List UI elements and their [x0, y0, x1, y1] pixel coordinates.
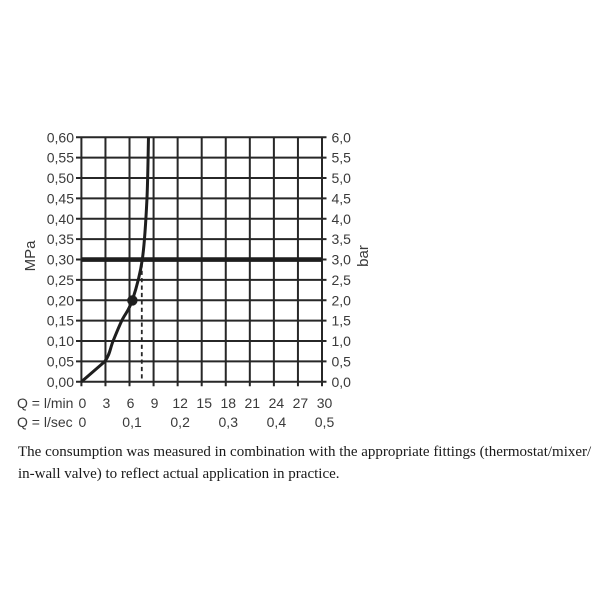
svg-text:15: 15 [196, 395, 212, 411]
svg-text:0,50: 0,50 [47, 170, 74, 186]
svg-text:0,20: 0,20 [47, 292, 74, 308]
svg-text:9: 9 [151, 395, 159, 411]
svg-text:6: 6 [127, 395, 135, 411]
svg-text:0,60: 0,60 [47, 129, 74, 145]
svg-text:0,25: 0,25 [47, 272, 74, 288]
svg-text:0,00: 0,00 [47, 374, 74, 390]
svg-text:24: 24 [269, 395, 285, 411]
svg-text:18: 18 [220, 395, 236, 411]
svg-text:0,30: 0,30 [47, 252, 74, 268]
svg-text:12: 12 [172, 395, 188, 411]
svg-text:0,0: 0,0 [332, 374, 352, 390]
svg-text:bar: bar [355, 245, 372, 267]
svg-text:MPa: MPa [22, 240, 39, 272]
svg-text:0,05: 0,05 [47, 354, 74, 370]
svg-text:5,0: 5,0 [332, 170, 352, 186]
svg-text:6,0: 6,0 [332, 129, 352, 145]
svg-text:0,10: 0,10 [47, 333, 74, 349]
svg-text:0,5: 0,5 [332, 354, 352, 370]
svg-text:Q = l/min: Q = l/min [17, 395, 73, 411]
svg-text:27: 27 [293, 395, 309, 411]
svg-text:4,5: 4,5 [332, 190, 352, 206]
svg-text:1,0: 1,0 [332, 333, 352, 349]
svg-text:0,15: 0,15 [47, 313, 74, 329]
svg-text:30: 30 [317, 395, 333, 411]
svg-text:Q = l/sec: Q = l/sec [17, 414, 73, 430]
svg-text:0,55: 0,55 [47, 150, 74, 166]
svg-text:0,1: 0,1 [122, 414, 142, 430]
svg-text:0,45: 0,45 [47, 190, 74, 206]
svg-text:0,40: 0,40 [47, 211, 74, 227]
svg-text:0,2: 0,2 [170, 414, 190, 430]
svg-text:0,3: 0,3 [219, 414, 239, 430]
svg-text:5,5: 5,5 [332, 150, 352, 166]
svg-text:0,35: 0,35 [47, 231, 74, 247]
svg-text:0: 0 [79, 414, 87, 430]
svg-text:2,0: 2,0 [332, 292, 352, 308]
svg-text:3: 3 [103, 395, 111, 411]
svg-text:0: 0 [79, 395, 87, 411]
svg-text:21: 21 [245, 395, 261, 411]
svg-text:0,5: 0,5 [315, 414, 335, 430]
svg-text:2,5: 2,5 [332, 272, 352, 288]
svg-text:3,5: 3,5 [332, 231, 352, 247]
svg-text:4,0: 4,0 [332, 211, 352, 227]
svg-text:3,0: 3,0 [332, 252, 352, 268]
svg-text:1,5: 1,5 [332, 313, 352, 329]
svg-text:0,4: 0,4 [267, 414, 287, 430]
